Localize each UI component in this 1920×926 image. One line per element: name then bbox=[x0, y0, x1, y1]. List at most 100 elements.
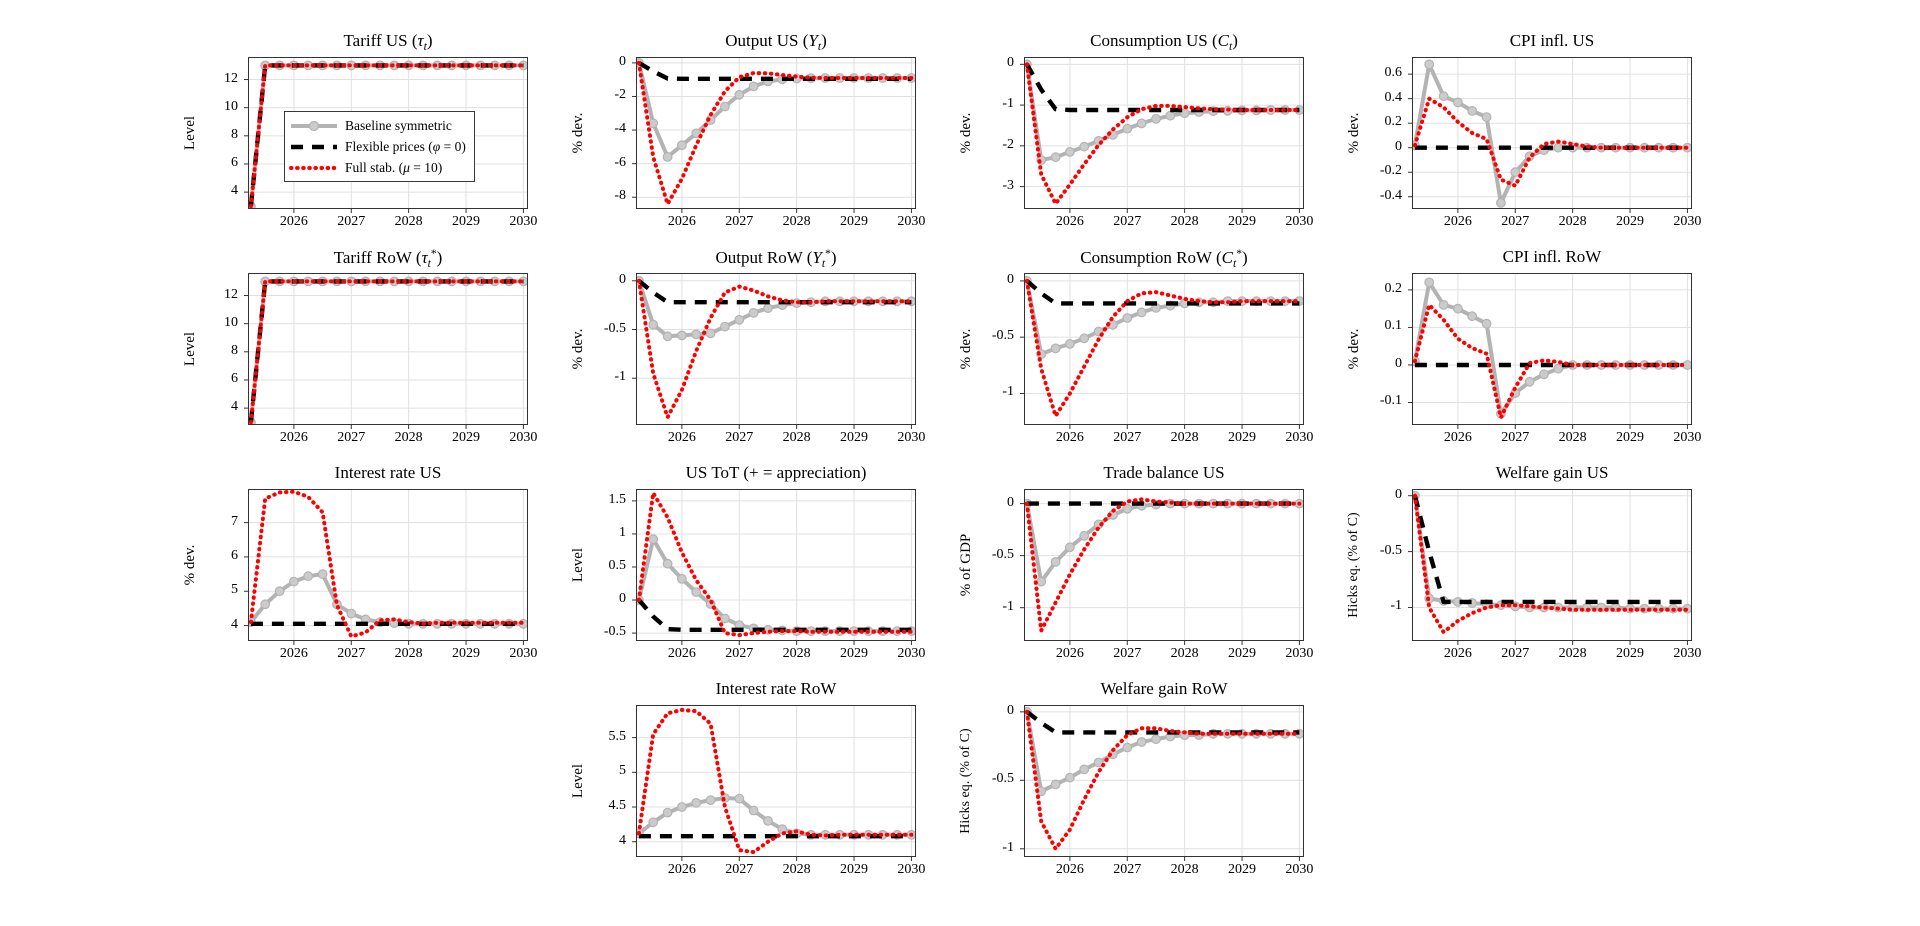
y-tick-label: -2 bbox=[1002, 136, 1014, 152]
data-marker bbox=[1151, 114, 1161, 124]
legend-sample-stab bbox=[289, 165, 339, 170]
x-tick-label: 2029 bbox=[1616, 646, 1645, 661]
text-segment: ) bbox=[1242, 247, 1248, 267]
data-marker bbox=[1510, 167, 1521, 178]
x-tick-label: 2027 bbox=[1501, 646, 1530, 661]
data-marker bbox=[1453, 303, 1463, 314]
series-group bbox=[636, 707, 916, 855]
plot-area-us-tot bbox=[632, 489, 916, 645]
x-tick-label: 2029 bbox=[840, 646, 869, 661]
plot-title: CPI infl. RoW bbox=[1412, 247, 1692, 267]
plot-area-interest-row bbox=[632, 705, 916, 861]
text-segment: Consumption US ( bbox=[1090, 31, 1218, 50]
y-tick-label: 5 bbox=[231, 582, 238, 598]
text-segment: * bbox=[1236, 247, 1243, 260]
data-marker bbox=[734, 793, 745, 804]
plot-title: Output US (Yt) bbox=[636, 31, 916, 53]
data-marker bbox=[1136, 118, 1147, 129]
y-tick-label: 0 bbox=[1007, 494, 1014, 510]
subplot-welfare-us: Welfare gain US Hicks eq. (% of C) 0 -0.5 -1… bbox=[1334, 463, 1706, 675]
y-tick-label: 6 bbox=[231, 154, 238, 170]
text-segment: ) bbox=[436, 247, 443, 267]
y-tick-label: 0 bbox=[1395, 138, 1402, 154]
data-marker bbox=[1467, 106, 1478, 116]
data-marker bbox=[1438, 91, 1449, 102]
text-segment: t bbox=[1233, 256, 1237, 270]
y-tick-label: -0.5 bbox=[603, 320, 626, 336]
plot-title: Consumption RoW (Ct*) bbox=[1024, 247, 1304, 270]
x-tick-label: 2027 bbox=[725, 430, 754, 445]
x-tick-label: 2028 bbox=[1170, 646, 1199, 661]
y-tick-label: 5.5 bbox=[608, 728, 627, 744]
y-tick-label: 0 bbox=[619, 591, 626, 607]
series-baseline-line bbox=[1024, 501, 1300, 584]
data-marker bbox=[734, 89, 745, 100]
y-tick-label: -0.2 bbox=[1379, 163, 1402, 179]
legend-label: Full stab. (μ = 10) bbox=[345, 160, 442, 176]
plot-title: Tariff US (τt) bbox=[248, 31, 528, 53]
series-flex-line bbox=[1025, 710, 1300, 735]
data-marker bbox=[1079, 764, 1090, 775]
subplot-consumption-us: Consumption US (Ct)% dev. 0 -1 -2 -3 2026 2027… bbox=[946, 31, 1318, 243]
gridlines bbox=[636, 57, 916, 209]
subplot-tariff-row: Tariff RoW (τt*) Level 12 10 8 6 4 2026 2027 2028… bbox=[170, 247, 542, 459]
y-tick-label: 7 bbox=[231, 513, 238, 529]
data-marker bbox=[1093, 757, 1104, 768]
x-tick-label: 2029 bbox=[1228, 862, 1257, 877]
text-segment: t bbox=[427, 256, 431, 270]
x-tick-label: 2030 bbox=[1285, 214, 1314, 229]
x-tick-label: 2030 bbox=[1285, 430, 1314, 445]
x-tick-label: 2027 bbox=[1501, 214, 1530, 229]
plot-area-output-us bbox=[632, 57, 916, 213]
tick-marks bbox=[1408, 495, 1688, 645]
text-segment: Full stab. ( bbox=[345, 159, 404, 175]
plot-area-consumption-us bbox=[1020, 57, 1304, 213]
y-tick-label: 0 bbox=[1395, 355, 1402, 371]
plot-box bbox=[1024, 705, 1304, 857]
data-marker bbox=[705, 328, 716, 339]
plot-title: Trade balance US bbox=[1024, 463, 1304, 483]
series-stab-line bbox=[1024, 497, 1302, 633]
y-axis-label: % dev. bbox=[958, 328, 974, 370]
text-segment: C bbox=[1217, 31, 1229, 50]
x-tick-label: 2028 bbox=[1170, 214, 1199, 229]
series-group bbox=[1412, 277, 1692, 420]
plot-area-tariff-row bbox=[244, 273, 528, 429]
series-group bbox=[1024, 276, 1304, 418]
series-stab-line bbox=[636, 491, 914, 638]
x-tick-label: 2030 bbox=[1673, 214, 1702, 229]
data-marker bbox=[1495, 197, 1506, 208]
gridlines bbox=[1024, 57, 1304, 209]
series-group bbox=[636, 58, 916, 206]
series-flex-line bbox=[637, 598, 912, 633]
text-segment: ) bbox=[821, 31, 827, 50]
plot-title: US ToT (+ = appreciation) bbox=[636, 463, 916, 483]
y-tick-label: -1 bbox=[1390, 598, 1402, 614]
series-baseline-line bbox=[1412, 495, 1688, 611]
y-tick-label: 10 bbox=[224, 314, 238, 330]
text-segment: Welfare gain US bbox=[1495, 463, 1609, 482]
data-marker bbox=[1438, 299, 1449, 310]
data-marker bbox=[1424, 59, 1435, 70]
text-segment: Tariff US ( bbox=[343, 31, 418, 50]
text-segment: Baseline symmetric bbox=[345, 117, 452, 133]
data-marker bbox=[1539, 369, 1549, 380]
tick-marks bbox=[244, 79, 524, 213]
data-marker bbox=[1165, 110, 1176, 121]
series-flex-line bbox=[1025, 279, 1300, 306]
y-tick-label: 1 bbox=[619, 524, 626, 540]
tick-marks bbox=[632, 737, 912, 861]
x-tick-label: 2030 bbox=[509, 214, 538, 229]
tick-marks bbox=[632, 280, 912, 429]
text-segment: t bbox=[1228, 40, 1233, 54]
x-tick-label: 2029 bbox=[1228, 214, 1257, 229]
x-tick-label: 2027 bbox=[1501, 430, 1530, 445]
series-stab-line bbox=[1024, 278, 1302, 418]
x-tick-label: 2028 bbox=[1170, 862, 1199, 877]
series-group bbox=[248, 276, 528, 425]
text-segment: ) bbox=[426, 31, 433, 50]
y-tick-label: 4 bbox=[231, 616, 238, 632]
text-segment: C bbox=[1221, 247, 1234, 267]
y-axis-label: % dev. bbox=[570, 328, 586, 370]
data-marker bbox=[1481, 318, 1492, 329]
